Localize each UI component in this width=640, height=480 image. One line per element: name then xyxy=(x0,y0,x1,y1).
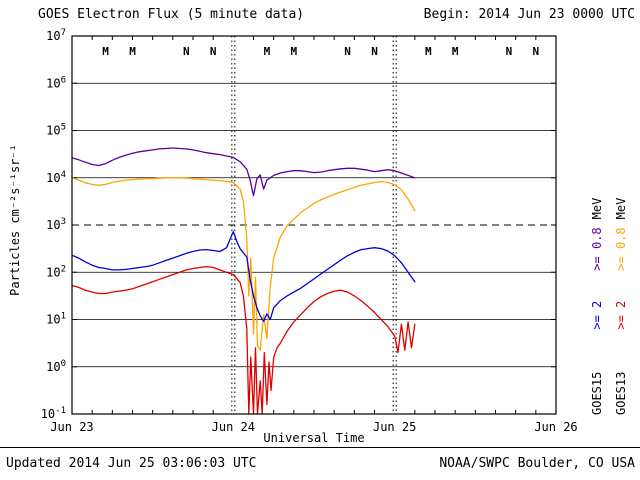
svg-text:M: M xyxy=(102,45,109,58)
legend-goes13-ge08: >= 0.8 xyxy=(614,227,628,271)
legend-goes15-ge2: >= 2 xyxy=(590,300,604,330)
legend-goes15-satellite: GOES15 xyxy=(590,371,604,415)
svg-text:106: 106 xyxy=(46,75,66,90)
svg-text:Jun 24: Jun 24 xyxy=(212,420,255,434)
svg-text:M: M xyxy=(129,45,136,58)
svg-text:N: N xyxy=(371,45,378,58)
credit-label: NOAA/SWPC Boulder, CO USA xyxy=(439,456,635,471)
legend-goes15-mev: MeV xyxy=(590,197,604,220)
svg-text:105: 105 xyxy=(46,123,66,138)
legend-goes15: GOES15 >= 2 >= 0.8 MeV xyxy=(589,145,605,415)
y-axis-label: Particles cm⁻²s⁻¹sr⁻¹ xyxy=(8,144,22,296)
svg-text:Jun 23: Jun 23 xyxy=(50,420,93,434)
svg-text:M: M xyxy=(264,45,271,58)
svg-text:103: 103 xyxy=(46,217,66,232)
svg-text:104: 104 xyxy=(46,170,66,185)
svg-text:100: 100 xyxy=(46,359,66,374)
svg-text:M: M xyxy=(425,45,432,58)
updated-label: Updated 2014 Jun 25 03:06:03 UTC xyxy=(6,456,257,471)
svg-text:N: N xyxy=(183,45,190,58)
legend-goes15-ge08: >= 0.8 xyxy=(590,227,604,271)
svg-text:M: M xyxy=(452,45,459,58)
svg-text:N: N xyxy=(344,45,351,58)
svg-text:101: 101 xyxy=(46,312,66,327)
svg-text:10-1: 10-1 xyxy=(41,406,66,421)
svg-text:N: N xyxy=(506,45,513,58)
legend-goes13-mev: MeV xyxy=(614,197,628,220)
svg-text:N: N xyxy=(210,45,217,58)
svg-text:M: M xyxy=(291,45,298,58)
page-title: GOES Electron Flux (5 minute data) xyxy=(38,7,305,22)
x-axis-label: Universal Time xyxy=(263,431,365,445)
svg-text:102: 102 xyxy=(46,264,66,279)
svg-text:Jun 26: Jun 26 xyxy=(534,420,577,434)
footer-divider xyxy=(0,447,640,448)
begin-label: Begin: 2014 Jun 23 0000 UTC xyxy=(423,7,635,22)
svg-text:107: 107 xyxy=(46,28,66,43)
legend-goes13: GOES13 >= 2 >= 0.8 MeV xyxy=(613,145,629,415)
svg-text:Jun 25: Jun 25 xyxy=(373,420,416,434)
legend-goes13-satellite: GOES13 xyxy=(614,371,628,415)
legend-goes13-ge2: >= 2 xyxy=(614,300,628,330)
svg-text:N: N xyxy=(533,45,540,58)
